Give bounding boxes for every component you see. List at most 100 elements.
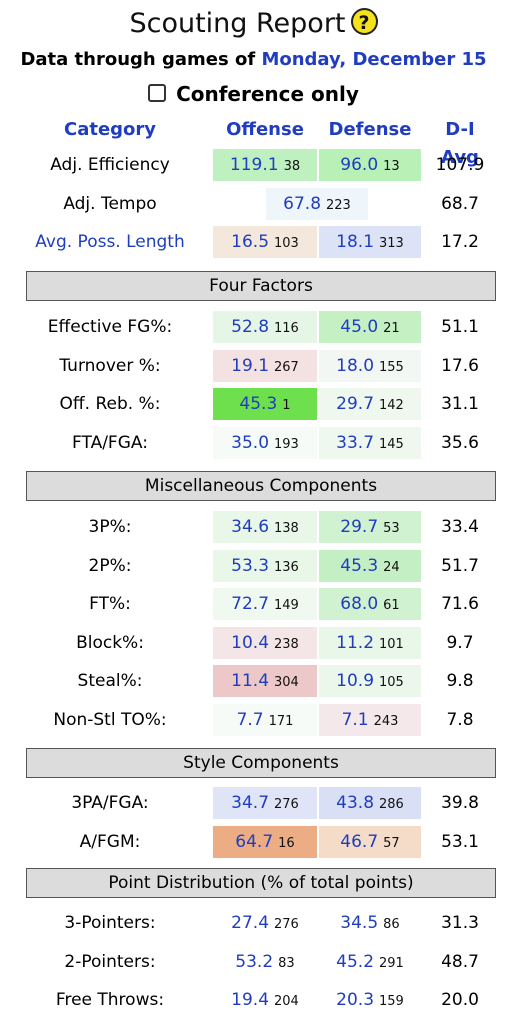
defense-cell-value[interactable]: 45.2 bbox=[336, 951, 375, 972]
header-offense[interactable]: Offense bbox=[226, 119, 304, 140]
offense-cell-value[interactable]: 35.0 bbox=[231, 432, 270, 453]
stat-row: Adj. Tempo 67.8 223 68.7 bbox=[0, 186, 507, 222]
offense-cell-rank: 16 bbox=[278, 835, 295, 851]
defense-cell-rank: 57 bbox=[383, 835, 400, 851]
defense-cell-value[interactable]: 33.7 bbox=[336, 432, 375, 453]
defense-cell-value[interactable]: 68.0 bbox=[340, 594, 379, 615]
di-avg-value: 48.7 bbox=[441, 951, 479, 972]
stat-row: Avg. Poss. Length 16.5 103 18.1 313 17.2 bbox=[0, 224, 507, 260]
stat-row: A/FGM: 64.7 16 46.7 57 53.1 bbox=[0, 824, 507, 860]
defense-cell-value[interactable]: 18.1 bbox=[336, 232, 375, 253]
offense-cell-value[interactable]: 119.1 bbox=[229, 155, 279, 175]
offense-cell-rank: 103 bbox=[274, 236, 299, 252]
offense-cell-value[interactable]: 53.2 bbox=[235, 951, 274, 972]
offense-cell-value[interactable]: 16.5 bbox=[231, 232, 270, 253]
section-header: Four Factors bbox=[26, 271, 496, 301]
stat-category: Free Throws: bbox=[55, 990, 165, 1011]
di-avg-value: 9.7 bbox=[446, 632, 474, 653]
offense-cell-value[interactable]: 72.7 bbox=[231, 594, 270, 615]
help-icon[interactable]: ? bbox=[350, 8, 378, 35]
defense-cell: 33.7 145 bbox=[319, 426, 421, 459]
defense-cell-value[interactable]: 96.0 bbox=[340, 155, 379, 175]
defense-cell-value[interactable]: 20.3 bbox=[336, 990, 375, 1011]
offense-cell-value[interactable]: 64.7 bbox=[235, 831, 274, 852]
offense-cell-rank: 204 bbox=[274, 994, 299, 1010]
stat-category: 2P%: bbox=[88, 555, 132, 576]
defense-cell-value[interactable]: 45.0 bbox=[340, 317, 379, 337]
offense-cell-value[interactable]: 34.7 bbox=[231, 793, 270, 813]
di-avg-value: 107.9 bbox=[435, 155, 485, 175]
header-defense[interactable]: Defense bbox=[328, 119, 412, 140]
offense-cell-rank: 193 bbox=[274, 436, 299, 452]
header-di-avg[interactable]: D-I Avg bbox=[441, 119, 479, 168]
stat-row: Adj. Efficiency 119.1 38 96.0 13 107.9 bbox=[0, 147, 507, 183]
offense-cell-value[interactable]: 7.7 bbox=[236, 710, 264, 730]
defense-cell-rank: 53 bbox=[383, 521, 400, 536]
combined-cell-value[interactable]: 67.8 bbox=[283, 193, 322, 214]
defense-cell-value[interactable]: 45.3 bbox=[340, 555, 379, 576]
defense-cell-value[interactable]: 7.1 bbox=[341, 710, 369, 730]
offense-cell-rank: 267 bbox=[274, 359, 299, 375]
offense-cell-value[interactable]: 34.6 bbox=[231, 517, 270, 537]
stat-row: 2P%: 53.3 136 45.3 24 51.7 bbox=[0, 548, 507, 584]
defense-cell-value[interactable]: 10.9 bbox=[336, 671, 375, 692]
offense-cell-value[interactable]: 19.4 bbox=[231, 990, 270, 1011]
defense-cell-value[interactable]: 11.2 bbox=[336, 632, 375, 653]
defense-cell: 45.0 21 bbox=[319, 311, 421, 343]
stat-row: FT%: 72.7 149 68.0 61 71.6 bbox=[0, 586, 507, 622]
offense-cell-value[interactable]: 45.3 bbox=[239, 394, 278, 415]
defense-cell-rank: 21 bbox=[383, 321, 400, 336]
offense-cell: 52.8 116 bbox=[213, 311, 317, 343]
defense-cell-value[interactable]: 46.7 bbox=[340, 831, 379, 852]
defense-cell-value[interactable]: 18.0 bbox=[336, 355, 375, 376]
stat-category: Turnover %: bbox=[59, 355, 161, 376]
section-header: Point Distribution (% of total points) bbox=[26, 868, 496, 898]
offense-cell-rank: 116 bbox=[274, 321, 299, 336]
defense-cell: 34.5 86 bbox=[319, 907, 421, 939]
defense-cell: 7.1 243 bbox=[319, 704, 421, 736]
page-title-text: Scouting Report bbox=[129, 8, 346, 39]
conference-only-checkbox[interactable] bbox=[148, 84, 167, 102]
stat-row: Turnover %: 19.1 267 18.0 155 17.6 bbox=[0, 348, 507, 384]
offense-cell-value[interactable]: 10.4 bbox=[231, 632, 270, 653]
offense-cell-rank: 276 bbox=[274, 917, 299, 932]
offense-cell-value[interactable]: 27.4 bbox=[231, 913, 270, 933]
page-title: Scouting Report? bbox=[0, 4, 507, 44]
offense-cell-rank: 138 bbox=[274, 521, 299, 536]
date-link[interactable]: Monday, December 15 bbox=[261, 49, 487, 70]
offense-cell-value[interactable]: 53.3 bbox=[231, 555, 270, 576]
stat-category: Steal%: bbox=[77, 671, 143, 692]
header-category[interactable]: Category bbox=[63, 119, 157, 140]
di-avg-value: 51.1 bbox=[441, 317, 479, 337]
offense-cell: 7.7 171 bbox=[213, 704, 317, 736]
defense-cell-rank: 13 bbox=[383, 159, 400, 174]
defense-cell-value[interactable]: 29.7 bbox=[340, 517, 379, 537]
defense-cell-rank: 159 bbox=[379, 994, 404, 1010]
di-avg-value: 51.7 bbox=[441, 555, 479, 576]
offense-cell: 34.6 138 bbox=[213, 511, 317, 543]
defense-cell-value[interactable]: 43.8 bbox=[336, 793, 375, 813]
defense-cell: 11.2 101 bbox=[319, 626, 421, 659]
offense-cell-value[interactable]: 19.1 bbox=[231, 355, 270, 376]
defense-cell-rank: 101 bbox=[379, 636, 404, 652]
stat-category: Adj. Tempo bbox=[63, 193, 157, 214]
defense-cell-value[interactable]: 34.5 bbox=[340, 913, 379, 933]
stat-row: 2-Pointers: 53.2 83 45.2 291 48.7 bbox=[0, 944, 507, 980]
di-avg-value: 9.8 bbox=[446, 671, 474, 692]
stat-category: FT%: bbox=[89, 594, 131, 615]
defense-cell-rank: 155 bbox=[379, 359, 404, 375]
offense-cell-value[interactable]: 11.4 bbox=[231, 671, 270, 692]
stat-row: Free Throws: 19.4 204 20.3 159 20.0 bbox=[0, 982, 507, 1018]
offense-cell: 27.4 276 bbox=[213, 907, 317, 939]
stat-category[interactable]: Avg. Poss. Length bbox=[35, 232, 185, 253]
offense-cell: 64.7 16 bbox=[213, 825, 317, 858]
offense-cell: 10.4 238 bbox=[213, 626, 317, 659]
offense-cell: 35.0 193 bbox=[213, 426, 317, 459]
di-avg-value: 71.6 bbox=[441, 594, 479, 615]
offense-cell-value[interactable]: 52.8 bbox=[231, 317, 270, 337]
conference-only-toggle[interactable]: Conference only bbox=[0, 80, 507, 108]
defense-cell-value[interactable]: 29.7 bbox=[336, 394, 375, 415]
stat-category: 2-Pointers: bbox=[64, 951, 156, 972]
offense-cell-rank: 304 bbox=[274, 675, 299, 691]
offense-cell-rank: 276 bbox=[274, 797, 299, 812]
